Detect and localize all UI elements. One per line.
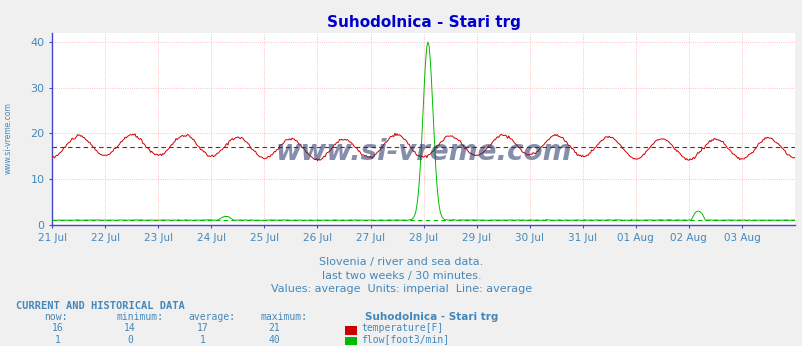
Text: 40: 40 <box>269 335 280 345</box>
Text: Values: average  Units: imperial  Line: average: Values: average Units: imperial Line: av… <box>270 284 532 294</box>
Text: flow[foot3/min]: flow[foot3/min] <box>361 335 449 345</box>
Text: www.si-vreme.com: www.si-vreme.com <box>275 138 571 166</box>
Text: 16: 16 <box>52 323 63 333</box>
Text: now:: now: <box>44 312 67 322</box>
Text: 1: 1 <box>199 335 205 345</box>
Text: 17: 17 <box>196 323 208 333</box>
Text: Suhodolnica - Stari trg: Suhodolnica - Stari trg <box>365 312 498 322</box>
Text: CURRENT AND HISTORICAL DATA: CURRENT AND HISTORICAL DATA <box>16 301 184 311</box>
Text: 14: 14 <box>124 323 136 333</box>
Title: Suhodolnica - Stari trg: Suhodolnica - Stari trg <box>326 15 520 30</box>
Text: maximum:: maximum: <box>261 312 308 322</box>
Text: www.si-vreme.com: www.si-vreme.com <box>3 102 13 174</box>
Text: 1: 1 <box>55 335 61 345</box>
Text: Slovenia / river and sea data.: Slovenia / river and sea data. <box>319 257 483 267</box>
Text: average:: average: <box>188 312 236 322</box>
Text: minimum:: minimum: <box>116 312 164 322</box>
Text: 0: 0 <box>127 335 133 345</box>
Text: 21: 21 <box>269 323 280 333</box>
Text: last two weeks / 30 minutes.: last two weeks / 30 minutes. <box>322 271 480 281</box>
Text: temperature[F]: temperature[F] <box>361 323 443 333</box>
